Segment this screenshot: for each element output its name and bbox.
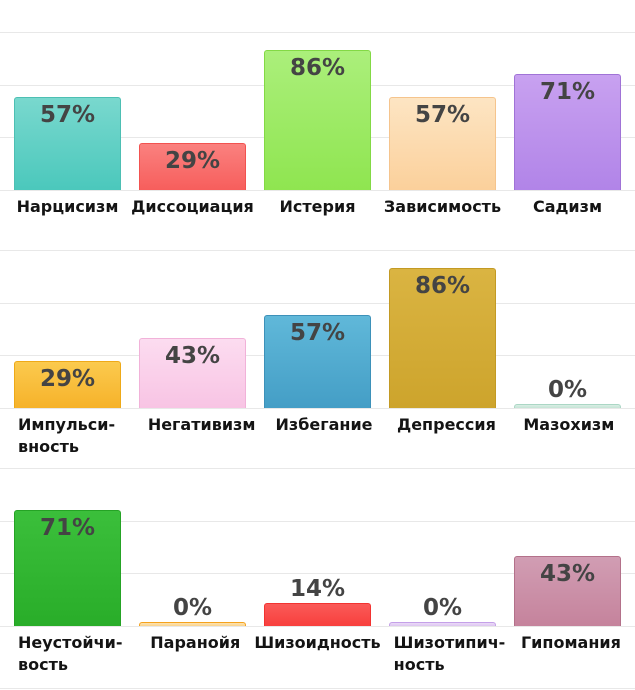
bar-value-label: 0% [422,594,463,621]
chart-row-1: 57% 29% 86% 57% 71% Нарцисизм Диссоциация Истер… [0,0,635,218]
bar-cell: 29% [130,143,255,190]
bar-cell: 0% [505,377,630,408]
category-label-line: Паранойя [150,633,241,652]
category-label: Паранойя [136,632,254,676]
bar-value-label: 86% [289,55,346,81]
bar-Истерия: 86% [264,50,371,190]
bar-Мазохизм: 0% [514,377,621,408]
gridline [0,626,635,627]
bar-value-label: 43% [164,343,221,369]
category-label: Мазохизм [508,414,630,458]
bar-cell: 14% [255,576,380,626]
category-label-line: Негативизм [147,415,256,434]
bar-cell: 57% [255,315,380,408]
chart-row-3: 71% 0% 14% 0% 43% Неустойчи-вость Паранойя Шизо… [0,436,635,674]
category-labels: Нарцисизм Диссоциация Истерия Зависимость Са… [5,196,630,218]
category-label: Шизотипич-ность [381,632,512,676]
chart-row-2: 29% 43% 57% 86% 0% Импульси-вность Негативизм И… [0,218,635,456]
bar-Негативизм: 43% [139,338,246,408]
category-label: Шизоидность [254,632,380,676]
bar-cell: 0% [380,595,505,626]
category-label-line: Импульси- [18,415,116,434]
category-label-line: Нарцисизм [16,197,119,216]
bar-Нарцисизм: 57% [14,97,121,190]
gridline [0,468,635,469]
category-label-line: Депрессия [396,415,496,434]
bar-cell: 86% [380,268,505,408]
category-label: Негативизм [140,414,262,458]
gridline [0,190,635,191]
category-label-line: Шизотипич- [393,633,506,652]
bar-Депрессия: 86% [389,268,496,408]
gridline [0,521,635,522]
category-label-line: Зависимость [383,197,502,216]
category-labels: Импульси-вность Негативизм Избегание Депрес… [5,414,630,458]
bar-cell: 43% [505,556,630,626]
bar-value-label: 43% [539,561,596,587]
bar-value-label: 57% [289,320,346,346]
category-label: Депрессия [385,414,507,458]
category-label: Нарцисизм [5,196,130,218]
category-label: Истерия [255,196,380,218]
gridline [0,303,635,304]
bar-cell: 71% [5,510,130,626]
bar-cell: 43% [130,338,255,408]
category-label-line: Избегание [275,415,373,434]
category-label-line: Гипомания [520,633,621,652]
category-label-line: вость [18,655,68,674]
bar-Импульси-вность: 29% [14,361,121,408]
bar-value-label: 29% [164,148,221,174]
bar-cell: 86% [255,50,380,190]
category-label-line: Мазохизм [523,415,615,434]
category-label: Неустойчи-вость [5,632,136,676]
bar-track: 57% 29% 86% 57% 71% [5,0,630,190]
category-label: Импульси-вность [5,414,140,458]
bar-value-label: 71% [39,515,96,541]
category-label: Садизм [505,196,630,218]
category-label-line: Диссоциация [131,197,254,216]
bar-cell: 57% [380,97,505,190]
bar-Паранойя: 0% [139,595,246,626]
bar-Гипомания: 43% [514,556,621,626]
bar-track: 71% 0% 14% 0% 43% [5,436,630,626]
bar-cell: 29% [5,361,130,408]
bar-cell: 0% [130,595,255,626]
bar-value-label: 57% [414,102,471,128]
category-label-line: вность [18,437,80,456]
bar-Шизотипич-ность: 0% [389,595,496,626]
bar-value-label: 71% [539,79,596,105]
gridline [0,250,635,251]
bar-value-label: 0% [172,594,213,621]
bar-Избегание: 57% [264,315,371,408]
category-labels: Неустойчи-вость Паранойя Шизоидность Шизоти… [5,632,630,676]
category-label-line: Неустойчи- [18,633,123,652]
gridline [0,32,635,33]
bar-Неустойчи-вость: 71% [14,510,121,626]
category-label-line: ность [393,655,445,674]
bar-value-label: 86% [414,273,471,299]
bar-value-label: 0% [547,376,588,403]
gridline [0,408,635,409]
bar-cell: 71% [505,74,630,190]
category-label: Зависимость [380,196,505,218]
bar-Садизм: 71% [514,74,621,190]
bar-value-label: 29% [39,366,96,392]
category-label: Гипомания [512,632,630,676]
section-divider [0,688,635,689]
bar-Диссоциация: 29% [139,143,246,190]
category-label-line: Истерия [279,197,356,216]
bar-track: 29% 43% 57% 86% 0% [5,218,630,408]
bar-cell: 57% [5,97,130,190]
bar-value-label: 57% [39,102,96,128]
bar-Шизоидность: 14% [264,576,371,626]
bar-Зависимость: 57% [389,97,496,190]
category-label-line: Шизоидность [254,633,381,652]
gridline [0,573,635,574]
category-label: Диссоциация [130,196,255,218]
category-label-line: Садизм [532,197,603,216]
category-label: Избегание [263,414,385,458]
bar-value-label: 14% [289,575,346,602]
